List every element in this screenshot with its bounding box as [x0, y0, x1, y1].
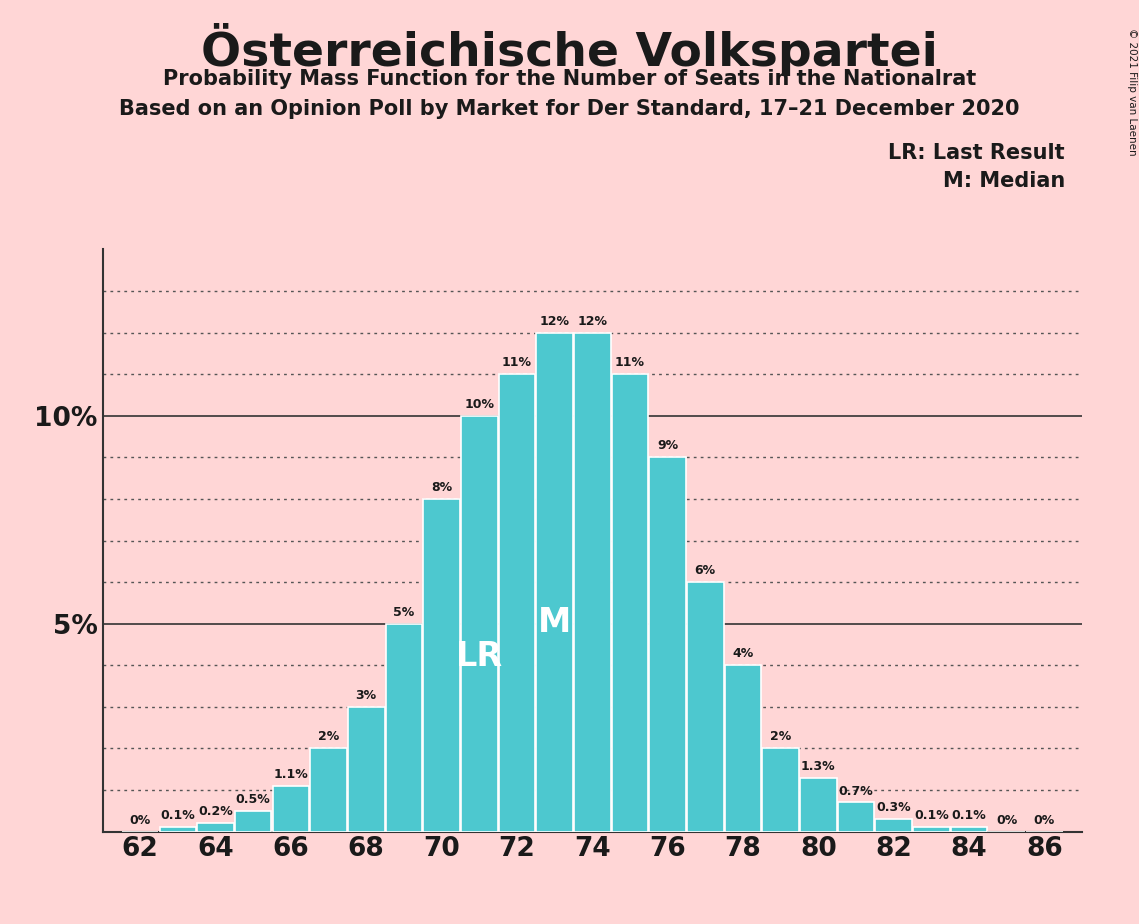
Text: 1.3%: 1.3%	[801, 760, 836, 772]
Bar	[687, 582, 723, 832]
Bar	[499, 374, 535, 832]
Text: 0.1%: 0.1%	[913, 809, 949, 822]
Bar	[235, 811, 271, 832]
Text: LR: LR	[456, 640, 502, 674]
Text: © 2021 Filip van Laenen: © 2021 Filip van Laenen	[1126, 28, 1137, 155]
Text: 0.2%: 0.2%	[198, 806, 232, 819]
Text: 2%: 2%	[318, 731, 339, 744]
Text: 5%: 5%	[393, 606, 415, 619]
Text: 10%: 10%	[465, 398, 494, 411]
Bar	[612, 374, 648, 832]
Bar	[574, 333, 611, 832]
Bar	[951, 828, 988, 832]
Text: 3%: 3%	[355, 689, 377, 702]
Text: 1.1%: 1.1%	[273, 768, 309, 781]
Text: 8%: 8%	[431, 481, 452, 494]
Text: 11%: 11%	[615, 357, 645, 370]
Text: 0%: 0%	[130, 814, 150, 827]
Bar	[424, 499, 460, 832]
Bar	[272, 785, 309, 832]
Text: M: M	[538, 605, 572, 638]
Bar	[837, 802, 875, 832]
Text: Österreichische Volkspartei: Österreichische Volkspartei	[202, 23, 937, 76]
Text: M: Median: M: Median	[943, 171, 1065, 191]
Text: 0.5%: 0.5%	[236, 793, 271, 806]
Text: 12%: 12%	[577, 315, 607, 328]
Text: 2%: 2%	[770, 731, 792, 744]
Bar	[347, 707, 385, 832]
Bar	[159, 828, 196, 832]
Text: 6%: 6%	[695, 565, 716, 578]
Text: 0%: 0%	[997, 814, 1017, 827]
Bar	[876, 819, 912, 832]
Text: 12%: 12%	[540, 315, 570, 328]
Text: LR: Last Result: LR: Last Result	[888, 143, 1065, 164]
Bar	[461, 416, 498, 832]
Bar	[762, 748, 798, 832]
Bar	[386, 624, 423, 832]
Text: 0.1%: 0.1%	[161, 809, 195, 822]
Text: 0.7%: 0.7%	[838, 784, 874, 797]
Text: 0.3%: 0.3%	[876, 801, 911, 814]
Text: 0.1%: 0.1%	[952, 809, 986, 822]
Bar	[310, 748, 347, 832]
Bar	[724, 665, 761, 832]
Text: Based on an Opinion Poll by Market for Der Standard, 17–21 December 2020: Based on an Opinion Poll by Market for D…	[120, 99, 1019, 119]
Bar	[913, 828, 950, 832]
Text: 9%: 9%	[657, 440, 678, 453]
Bar	[197, 823, 233, 832]
Text: 11%: 11%	[502, 357, 532, 370]
Text: Probability Mass Function for the Number of Seats in the Nationalrat: Probability Mass Function for the Number…	[163, 69, 976, 90]
Text: 0%: 0%	[1034, 814, 1055, 827]
Bar	[800, 778, 837, 832]
Bar	[649, 457, 686, 832]
Bar	[536, 333, 573, 832]
Text: 4%: 4%	[732, 648, 754, 661]
